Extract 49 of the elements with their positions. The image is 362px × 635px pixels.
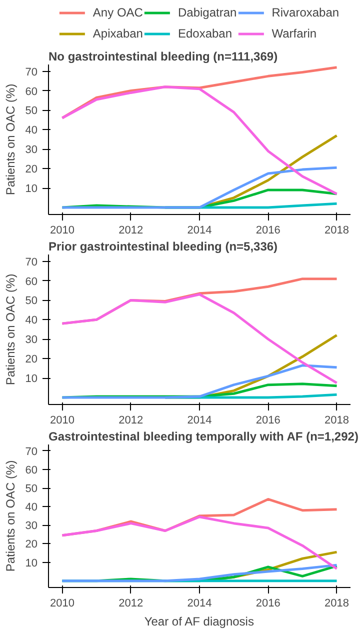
y-tick-label: 20 <box>25 538 38 551</box>
x-tick-label: 2012 <box>118 224 144 236</box>
x-tick-label: 2012 <box>118 598 144 610</box>
y-tick-label: 70 <box>25 256 38 268</box>
x-axis-title: Year of AF diagnosis <box>144 614 254 628</box>
legend-label: Dabigatran <box>178 6 237 20</box>
x-tick-label: 2010 <box>50 224 74 236</box>
legend-label: Edoxaban <box>178 26 232 40</box>
x-tick-label: 2014 <box>187 224 212 236</box>
legend-label: Apixaban <box>92 26 143 40</box>
y-tick-label: 60 <box>25 464 38 477</box>
x-tick-label: 2010 <box>50 598 74 610</box>
y-tick-label: 30 <box>25 144 38 156</box>
x-tick-label: 2014 <box>187 598 212 610</box>
chart-title: Prior gastrointestinal bleeding (n=5,336) <box>48 240 278 254</box>
x-tick-label: 2018 <box>324 598 350 610</box>
y-tick-label: 20 <box>25 354 38 366</box>
x-tick-label: 2012 <box>118 414 144 426</box>
y-tick-label: 10 <box>25 183 38 196</box>
y-tick-label: 50 <box>25 105 38 118</box>
x-tick-label: 2010 <box>50 414 74 426</box>
legend-label: Rivaroxaban <box>272 6 340 20</box>
x-tick-label: 2018 <box>324 414 350 426</box>
x-tick-label: 2016 <box>256 224 280 236</box>
legend-label: Any OAC <box>92 6 143 20</box>
y-axis-title: Patients on OAC (%) <box>3 460 18 572</box>
y-tick-label: 60 <box>25 86 38 98</box>
y-tick-label: 70 <box>25 446 38 458</box>
x-tick-label: 2016 <box>256 414 280 426</box>
y-tick-label: 50 <box>25 483 38 496</box>
y-tick-label: 30 <box>25 334 38 346</box>
chart-title: No gastrointestinal bleeding (n=111,369) <box>48 50 278 64</box>
y-axis-title: Patients on OAC (%) <box>3 274 18 386</box>
chart-title: Gastrointestinal bleeding temporally with AF (n=1,292) <box>48 430 358 444</box>
x-tick-label: 2018 <box>324 224 350 236</box>
y-tick-label: 40 <box>25 502 38 514</box>
x-tick-label: 2014 <box>187 414 212 426</box>
y-tick-label: 40 <box>25 314 38 327</box>
y-tick-label: 60 <box>25 276 38 288</box>
y-axis-title: Patients on OAC (%) <box>3 84 18 196</box>
y-tick-label: 70 <box>25 66 38 78</box>
y-tick-label: 40 <box>25 124 38 137</box>
legend-label: Warfarin <box>272 26 317 40</box>
y-tick-label: 50 <box>25 295 38 308</box>
y-tick-label: 30 <box>25 520 38 532</box>
y-tick-label: 10 <box>25 373 38 386</box>
x-tick-label: 2016 <box>256 598 280 610</box>
y-tick-label: 10 <box>25 557 38 570</box>
y-tick-label: 20 <box>25 164 38 176</box>
